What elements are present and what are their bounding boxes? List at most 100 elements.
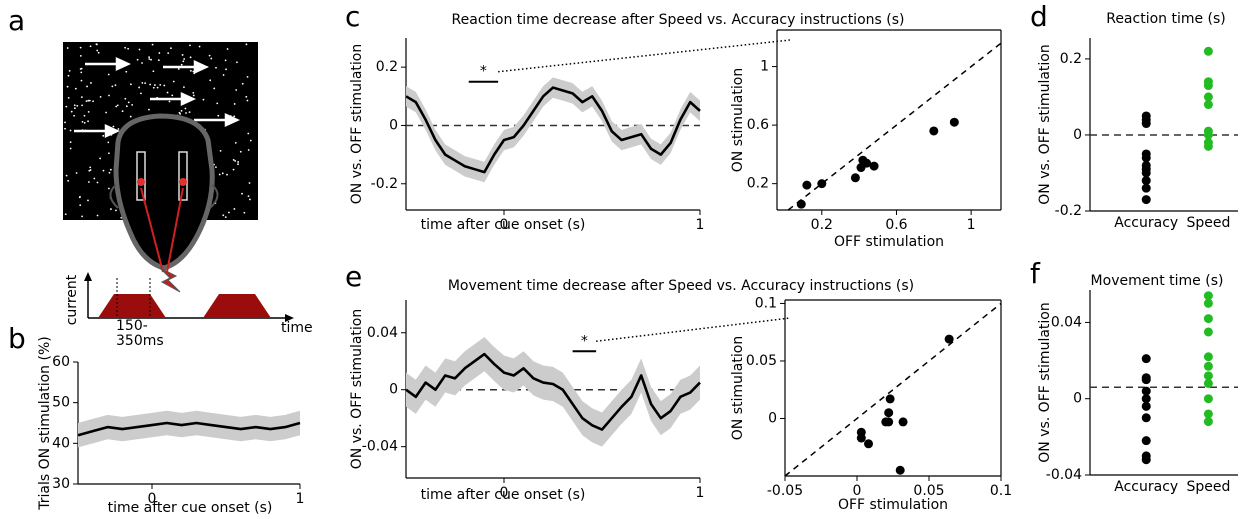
dot — [189, 56, 192, 59]
dot — [74, 87, 77, 90]
dot — [107, 73, 110, 76]
dot — [69, 147, 72, 150]
dot — [239, 150, 242, 153]
y-tick-label: 0.2 — [1060, 51, 1082, 67]
y-tick-label: -0.04 — [1046, 467, 1082, 483]
dot — [112, 125, 115, 128]
x-axis-label: OFF stimulation — [834, 234, 944, 250]
strip-point — [1141, 375, 1151, 385]
dot — [208, 54, 211, 57]
dot — [88, 169, 91, 172]
scatter-point — [856, 433, 866, 443]
dot — [158, 52, 161, 54]
strip-point — [1141, 183, 1151, 193]
panel-letter: f — [1030, 257, 1041, 290]
dot — [224, 216, 227, 218]
dot — [87, 181, 90, 183]
dot — [131, 104, 134, 106]
dot — [228, 211, 230, 214]
dot — [75, 172, 78, 174]
x-tick-label: 1 — [696, 217, 705, 233]
dot — [233, 208, 236, 210]
dot — [64, 213, 67, 216]
stim-site — [179, 178, 187, 186]
x-tick-label: Speed — [1186, 479, 1230, 495]
x-tick-label: 0 — [500, 217, 509, 233]
dot — [217, 114, 220, 117]
dot — [79, 204, 82, 207]
panel-letter: c — [345, 0, 360, 33]
dot — [138, 86, 141, 89]
dot — [64, 121, 66, 124]
dot — [221, 172, 224, 175]
dot — [172, 80, 175, 83]
dot — [157, 59, 160, 62]
dot — [150, 58, 152, 61]
dot — [226, 173, 228, 176]
dot — [65, 174, 68, 177]
dot — [232, 168, 235, 171]
dot — [224, 59, 227, 62]
strip-point — [1203, 371, 1213, 381]
head — [113, 113, 215, 271]
dot — [79, 54, 82, 57]
wire — [166, 187, 184, 273]
motion-arrows — [74, 57, 241, 138]
dot — [80, 71, 83, 74]
dot — [96, 181, 99, 184]
y-tick-label: 60 — [52, 354, 70, 370]
dot — [73, 107, 76, 110]
dot — [249, 198, 251, 201]
dot — [243, 211, 246, 214]
dot — [107, 141, 110, 144]
dot — [218, 173, 221, 176]
dot — [246, 99, 249, 102]
strip-point — [1141, 394, 1151, 404]
y-tick-label: 0 — [768, 410, 777, 426]
dot — [209, 79, 212, 82]
strip-point — [1141, 436, 1151, 446]
dot — [99, 157, 102, 160]
dot — [188, 111, 191, 114]
strip-point — [1203, 298, 1213, 308]
dot — [237, 161, 240, 163]
strip-point — [1203, 409, 1213, 419]
strip-point — [1141, 354, 1151, 364]
dot — [124, 46, 127, 49]
strip-point — [1203, 100, 1213, 110]
dot — [115, 105, 118, 108]
y-tick-label: -0.2 — [1055, 203, 1082, 219]
lightning — [159, 267, 181, 293]
dot — [88, 99, 91, 102]
dot — [247, 132, 250, 135]
strip-point — [1141, 119, 1151, 129]
dot — [121, 110, 124, 113]
dot — [210, 57, 213, 60]
scatter-point — [884, 417, 894, 427]
dot — [152, 70, 155, 73]
dot — [183, 86, 185, 89]
scatter-point — [864, 439, 874, 449]
dot — [108, 152, 110, 155]
dot — [69, 141, 72, 143]
dot — [80, 96, 83, 99]
dot — [115, 209, 117, 212]
strip-point — [1141, 401, 1151, 411]
dot — [67, 179, 70, 182]
dot — [148, 58, 151, 60]
dot — [78, 196, 81, 199]
scatter-point — [817, 179, 827, 189]
chart-title: Movement time decrease after Speed vs. A… — [448, 278, 914, 294]
dot — [89, 166, 92, 169]
dot — [80, 79, 83, 82]
x-axis-label: time after cue onset (s) — [421, 487, 586, 503]
y-tick-label: 40 — [52, 435, 70, 451]
scatter-point — [802, 180, 812, 190]
chart-title: Reaction time decrease after Speed vs. A… — [452, 12, 905, 28]
dot — [73, 104, 76, 107]
identity-line — [784, 302, 1002, 477]
strip-point — [1203, 92, 1213, 102]
y-axis-label: ON vs. OFF stimulation — [1037, 44, 1053, 204]
dot — [234, 160, 237, 162]
